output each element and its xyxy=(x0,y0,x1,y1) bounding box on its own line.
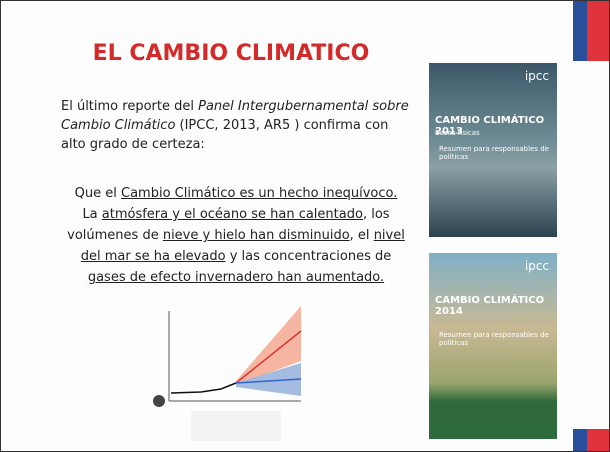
cover-title: CAMBIO CLIMÁTICO 2014 xyxy=(435,295,557,317)
text: Cambio Climático es un hecho inequívoco. xyxy=(121,186,397,201)
cover-summary: Resumen para responsables de políticas xyxy=(439,145,557,161)
stripe xyxy=(587,429,609,451)
text: nieve y hielo han disminuido xyxy=(163,228,350,243)
stripe xyxy=(573,429,587,451)
text: Que el xyxy=(75,186,121,201)
text: y las concentraciones de xyxy=(226,249,392,264)
logo: ipcc xyxy=(525,259,549,273)
text: atmósfera y el océano se han calentado xyxy=(102,207,363,222)
cover-subtitle: Bases físicas xyxy=(435,129,480,137)
text: La xyxy=(82,207,101,222)
slide: EL CAMBIO CLIMATICO El último reporte de… xyxy=(0,0,610,452)
stripe xyxy=(573,1,587,61)
cover-summary: Resumen para responsables de políticas xyxy=(439,331,557,347)
text: , el xyxy=(350,228,374,243)
stripe xyxy=(587,1,609,61)
text: gases de efecto invernadero han aumentad… xyxy=(88,270,384,285)
slide-title: EL CAMBIO CLIMATICO xyxy=(41,41,421,66)
report-cover: ipcc CAMBIO CLIMÁTICO 2013 Bases físicas… xyxy=(429,63,557,237)
intro-text: El último reporte del Panel Interguberna… xyxy=(61,97,411,154)
report-cover: ipcc CAMBIO CLIMÁTICO 2014 Resumen para … xyxy=(429,253,557,439)
projection-figure xyxy=(151,301,321,446)
logo: ipcc xyxy=(525,69,549,83)
text: El último reporte del xyxy=(61,99,198,114)
statement: Que el Cambio Climático es un hecho ineq… xyxy=(61,183,411,288)
